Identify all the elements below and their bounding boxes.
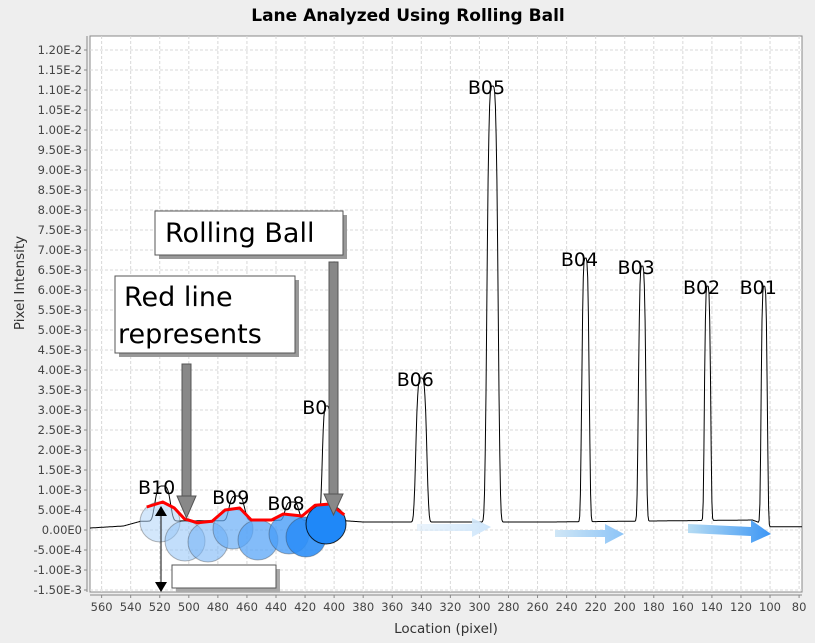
y-tick-label: 4.50E-3 [38,343,82,357]
peak-label-b02: B02 [683,277,720,299]
x-tick-label: 180 [643,600,665,614]
rolling-ball-callout: Rolling Ball [154,210,347,259]
y-tick-label: 5.00E-4 [38,503,82,517]
y-tick-label: 5.50E-3 [38,303,82,317]
x-tick-label: 300 [468,600,490,614]
direction-arrow-3 [688,520,771,543]
x-tick-label: 500 [178,600,200,614]
gray-down-arrow-left [176,363,197,520]
empty-box [171,564,280,592]
x-tick-label: 540 [120,600,142,614]
y-tick-label: 1.00E-2 [38,123,82,137]
y-tick-label: 9.00E-3 [38,163,82,177]
y-tick-label: 0.00E0 [42,523,82,537]
y-tick-label: 1.15E-2 [38,63,82,77]
y-tick-label: 4.00E-3 [38,363,82,377]
rolling-ball-red-line [146,500,346,525]
rolling-ball-text: Rolling Ball [165,218,314,249]
rolling-balls [139,501,347,563]
x-tick-label: 340 [410,600,432,614]
y-tick-label: 7.00E-3 [38,243,82,257]
peak-label-b03: B03 [618,257,655,279]
direction-arrow-2 [555,524,624,544]
peak-label-b09: B09 [212,487,249,509]
x-tick-label: 200 [614,600,636,614]
x-tick-label: 400 [323,600,345,614]
x-tick-label: 560 [91,600,113,614]
y-tick-label: 5.00E-3 [38,323,82,337]
x-tick-label: 360 [381,600,403,614]
peak-label-b08: B08 [267,493,304,515]
x-tick-label: 260 [527,600,549,614]
x-tick-label: 240 [556,600,578,614]
x-axis-label: Location (pixel) [394,621,498,637]
peak-label-b05: B05 [468,77,505,99]
y-tick-label: -5.00E-4 [34,543,83,557]
y-tick-label: 1.20E-2 [38,43,82,57]
x-tick-label: 220 [585,600,607,614]
x-tick-label: 140 [701,600,723,614]
x-tick-label: 160 [672,600,694,614]
x-tick-label: 100 [759,600,781,614]
y-tick-label: 7.50E-3 [38,223,82,237]
y-tick-label: 2.00E-3 [38,443,82,457]
red-line-text-1: Red line [124,282,233,313]
x-tick-label: 480 [207,600,229,614]
red-line-text-2: represents [118,319,262,350]
direction-arrow-1 [417,518,491,537]
y-tick-label: -1.00E-3 [34,563,83,577]
x-tick-label: 380 [352,600,374,614]
peak-label-b04: B04 [561,249,598,271]
peak-label-b10: B10 [138,477,175,499]
y-tick-label: 9.50E-3 [38,143,82,157]
x-tick-label: 440 [265,600,287,614]
x-tick-label: 80 [792,600,807,614]
y-tick-label: 8.50E-3 [38,183,82,197]
y-tick-label: 2.50E-3 [38,423,82,437]
y-tick-label: 6.00E-3 [38,283,82,297]
y-axis-label: Pixel Intensity [12,236,28,330]
x-tick-label: 420 [294,600,316,614]
peak-label-b01: B01 [740,277,777,299]
x-tick-label: 460 [236,600,258,614]
y-tick-label: 3.00E-3 [38,403,82,417]
y-tick-label: 1.50E-3 [38,463,82,477]
x-tick-label: 320 [439,600,461,614]
red-line-callout: Red line represents [114,275,299,357]
peak-label-b06: B06 [397,369,434,391]
chart-title: Lane Analyzed Using Rolling Ball [251,6,564,26]
y-tick-label: -1.50E-3 [34,583,83,597]
x-tick-label: 280 [498,600,520,614]
x-tick-label: 520 [149,600,171,614]
double-headed-arrow [155,506,167,592]
y-tick-label: 1.10E-2 [38,83,82,97]
y-tick-label: 3.50E-3 [38,383,82,397]
y-tick-label: 6.50E-3 [38,263,82,277]
x-tick-label: 120 [730,600,752,614]
gray-down-arrow-right [323,261,344,517]
y-tick-label: 8.00E-3 [38,203,82,217]
y-tick-label: 1.05E-2 [38,103,82,117]
y-tick-label: 1.00E-3 [38,483,82,497]
